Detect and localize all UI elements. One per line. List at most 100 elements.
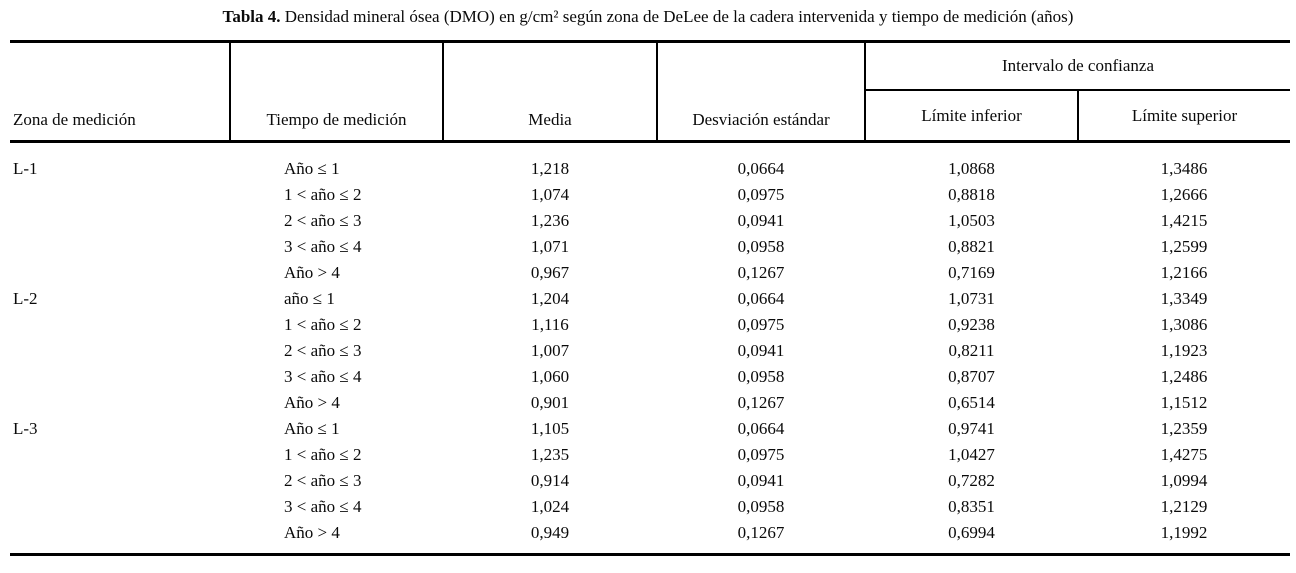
zone-cell	[10, 260, 230, 286]
ci-lower-cell: 1,0503	[948, 211, 995, 230]
table-row: 3 < año ≤ 4 1,024 0,0958 0,8351 1,2129	[10, 494, 1290, 520]
zone-cell	[10, 494, 230, 520]
ci-group-header: Intervalo de confianza	[865, 41, 1291, 91]
dmo-table: Zona de medición Tiempo de medición Medi…	[10, 40, 1291, 556]
sd-cell: 0,0941	[737, 341, 785, 360]
table-row: 2 < año ≤ 3 0,914 0,0941 0,7282 1,0994	[10, 468, 1290, 494]
zone-cell	[10, 234, 230, 260]
ci-lower-cell: 0,8818	[948, 185, 995, 204]
table-caption: Tabla 4. Densidad mineral ósea (DMO) en …	[0, 0, 1296, 40]
ci-lower-cell: 1,0731	[948, 289, 995, 308]
ci-upper-cell: 1,2359	[1160, 419, 1208, 438]
mean-cell: 0,967	[530, 263, 570, 282]
time-cell: 3 < año ≤ 4	[284, 237, 362, 256]
ci-upper-cell: 1,2129	[1160, 497, 1208, 516]
ci-upper-cell: 1,3086	[1160, 315, 1208, 334]
sd-cell: 0,0975	[737, 445, 785, 464]
ci-lower-cell: 0,8211	[948, 341, 995, 360]
mean-cell: 1,074	[530, 185, 570, 204]
time-cell: Año > 4	[284, 263, 340, 282]
time-cell: 3 < año ≤ 4	[284, 367, 362, 386]
time-cell: 1 < año ≤ 2	[284, 315, 362, 334]
sd-cell: 0,0958	[737, 497, 785, 516]
zone-cell	[10, 468, 230, 494]
ci-lower-cell: 1,0427	[948, 445, 995, 464]
zone-cell: L-2	[13, 289, 38, 308]
time-cell: 1 < año ≤ 2	[284, 185, 362, 204]
table-row: 3 < año ≤ 4 1,071 0,0958 0,8821 1,2599	[10, 234, 1290, 260]
sd-cell: 0,1267	[737, 393, 785, 412]
ci-lower-cell: 0,7169	[948, 263, 995, 282]
table-row: Año > 4 0,949 0,1267 0,6994 1,1992	[10, 520, 1290, 555]
ci-upper-cell: 1,0994	[1160, 471, 1208, 490]
time-cell: 3 < año ≤ 4	[284, 497, 362, 516]
col-header-media: Media	[443, 41, 658, 143]
col-header-tiempo-de-medicion: Tiempo de medición	[230, 41, 444, 143]
sd-cell: 0,1267	[737, 523, 785, 542]
ci-upper-cell: 1,1923	[1160, 341, 1208, 360]
mean-cell: 1,116	[531, 315, 569, 334]
table-row: 1 < año ≤ 2 1,074 0,0975 0,8818 1,2666	[10, 182, 1290, 208]
table-row: Año > 4 0,967 0,1267 0,7169 1,2166	[10, 260, 1290, 286]
mean-cell: 1,007	[530, 341, 570, 360]
mean-cell: 1,024	[530, 497, 570, 516]
ci-upper-cell: 1,2666	[1160, 185, 1208, 204]
ci-lower-cell: 1,0868	[948, 159, 995, 178]
zone-cell	[10, 390, 230, 416]
sd-cell: 0,0958	[737, 367, 785, 386]
time-cell: Año ≤ 1	[284, 159, 340, 178]
time-cell: Año ≤ 1	[284, 419, 340, 438]
sd-cell: 0,0664	[737, 159, 785, 178]
table-row: 1 < año ≤ 2 1,235 0,0975 1,0427 1,4275	[10, 442, 1290, 468]
ci-lower-cell: 0,8707	[948, 367, 995, 386]
sd-cell: 0,0958	[737, 237, 785, 256]
mean-cell: 1,204	[530, 289, 570, 308]
table-header: Zona de medición Tiempo de medición Medi…	[10, 41, 1291, 143]
table-row: 2 < año ≤ 3 1,007 0,0941 0,8211 1,1923	[10, 338, 1290, 364]
table-row: Año > 4 0,901 0,1267 0,6514 1,1512	[10, 390, 1290, 416]
col-header-desviacion-estandar: Desviación estándar	[657, 41, 866, 143]
time-cell: Año > 4	[284, 393, 340, 412]
mean-cell: 1,071	[530, 237, 570, 256]
mean-cell: 0,914	[530, 471, 570, 490]
col-header-limite-superior: Límite superior	[1078, 90, 1291, 143]
time-cell: 2 < año ≤ 3	[284, 211, 362, 230]
ci-upper-cell: 1,4275	[1160, 445, 1208, 464]
ci-upper-cell: 1,3349	[1160, 289, 1208, 308]
time-cell: 2 < año ≤ 3	[284, 341, 362, 360]
table-row: L-3 Año ≤ 1 1,105 0,0664 0,9741 1,2359	[10, 416, 1290, 442]
zone-cell	[10, 182, 230, 208]
time-cell: Año > 4	[284, 523, 340, 542]
time-cell: 1 < año ≤ 2	[284, 445, 362, 464]
time-cell: año ≤ 1	[284, 289, 335, 308]
mean-cell: 1,235	[530, 445, 570, 464]
table-row: 2 < año ≤ 3 1,236 0,0941 1,0503 1,4215	[10, 208, 1290, 234]
col-header-zona-de-medicion: Zona de medición	[10, 41, 231, 143]
table-row: 3 < año ≤ 4 1,060 0,0958 0,8707 1,2486	[10, 364, 1290, 390]
ci-upper-cell: 1,2166	[1160, 263, 1208, 282]
ci-upper-cell: 1,2599	[1160, 237, 1208, 256]
zone-cell	[10, 208, 230, 234]
sd-cell: 0,0941	[737, 211, 785, 230]
mean-cell: 0,949	[530, 523, 570, 542]
col-header-limite-inferior: Límite inferior	[865, 90, 1079, 143]
zone-cell: L-3	[13, 419, 38, 438]
ci-lower-cell: 0,7282	[948, 471, 995, 490]
ci-upper-cell: 1,2486	[1160, 367, 1208, 386]
sd-cell: 0,0941	[737, 471, 785, 490]
table-row: 1 < año ≤ 2 1,116 0,0975 0,9238 1,3086	[10, 312, 1290, 338]
table-body: L-1 Año ≤ 1 1,218 0,0664 1,0868 1,3486 1 < año…	[10, 142, 1290, 555]
ci-upper-cell: 1,3486	[1160, 159, 1208, 178]
ci-lower-cell: 0,6514	[948, 393, 995, 412]
zone-cell	[10, 442, 230, 468]
mean-cell: 1,218	[530, 159, 570, 178]
sd-cell: 0,0664	[737, 289, 785, 308]
zone-cell: L-1	[13, 159, 38, 178]
ci-lower-cell: 0,9238	[948, 315, 995, 334]
sd-cell: 0,0664	[737, 419, 785, 438]
ci-lower-cell: 0,6994	[948, 523, 995, 542]
ci-lower-cell: 0,8821	[948, 237, 995, 256]
zone-cell	[10, 312, 230, 338]
sd-cell: 0,1267	[737, 263, 785, 282]
